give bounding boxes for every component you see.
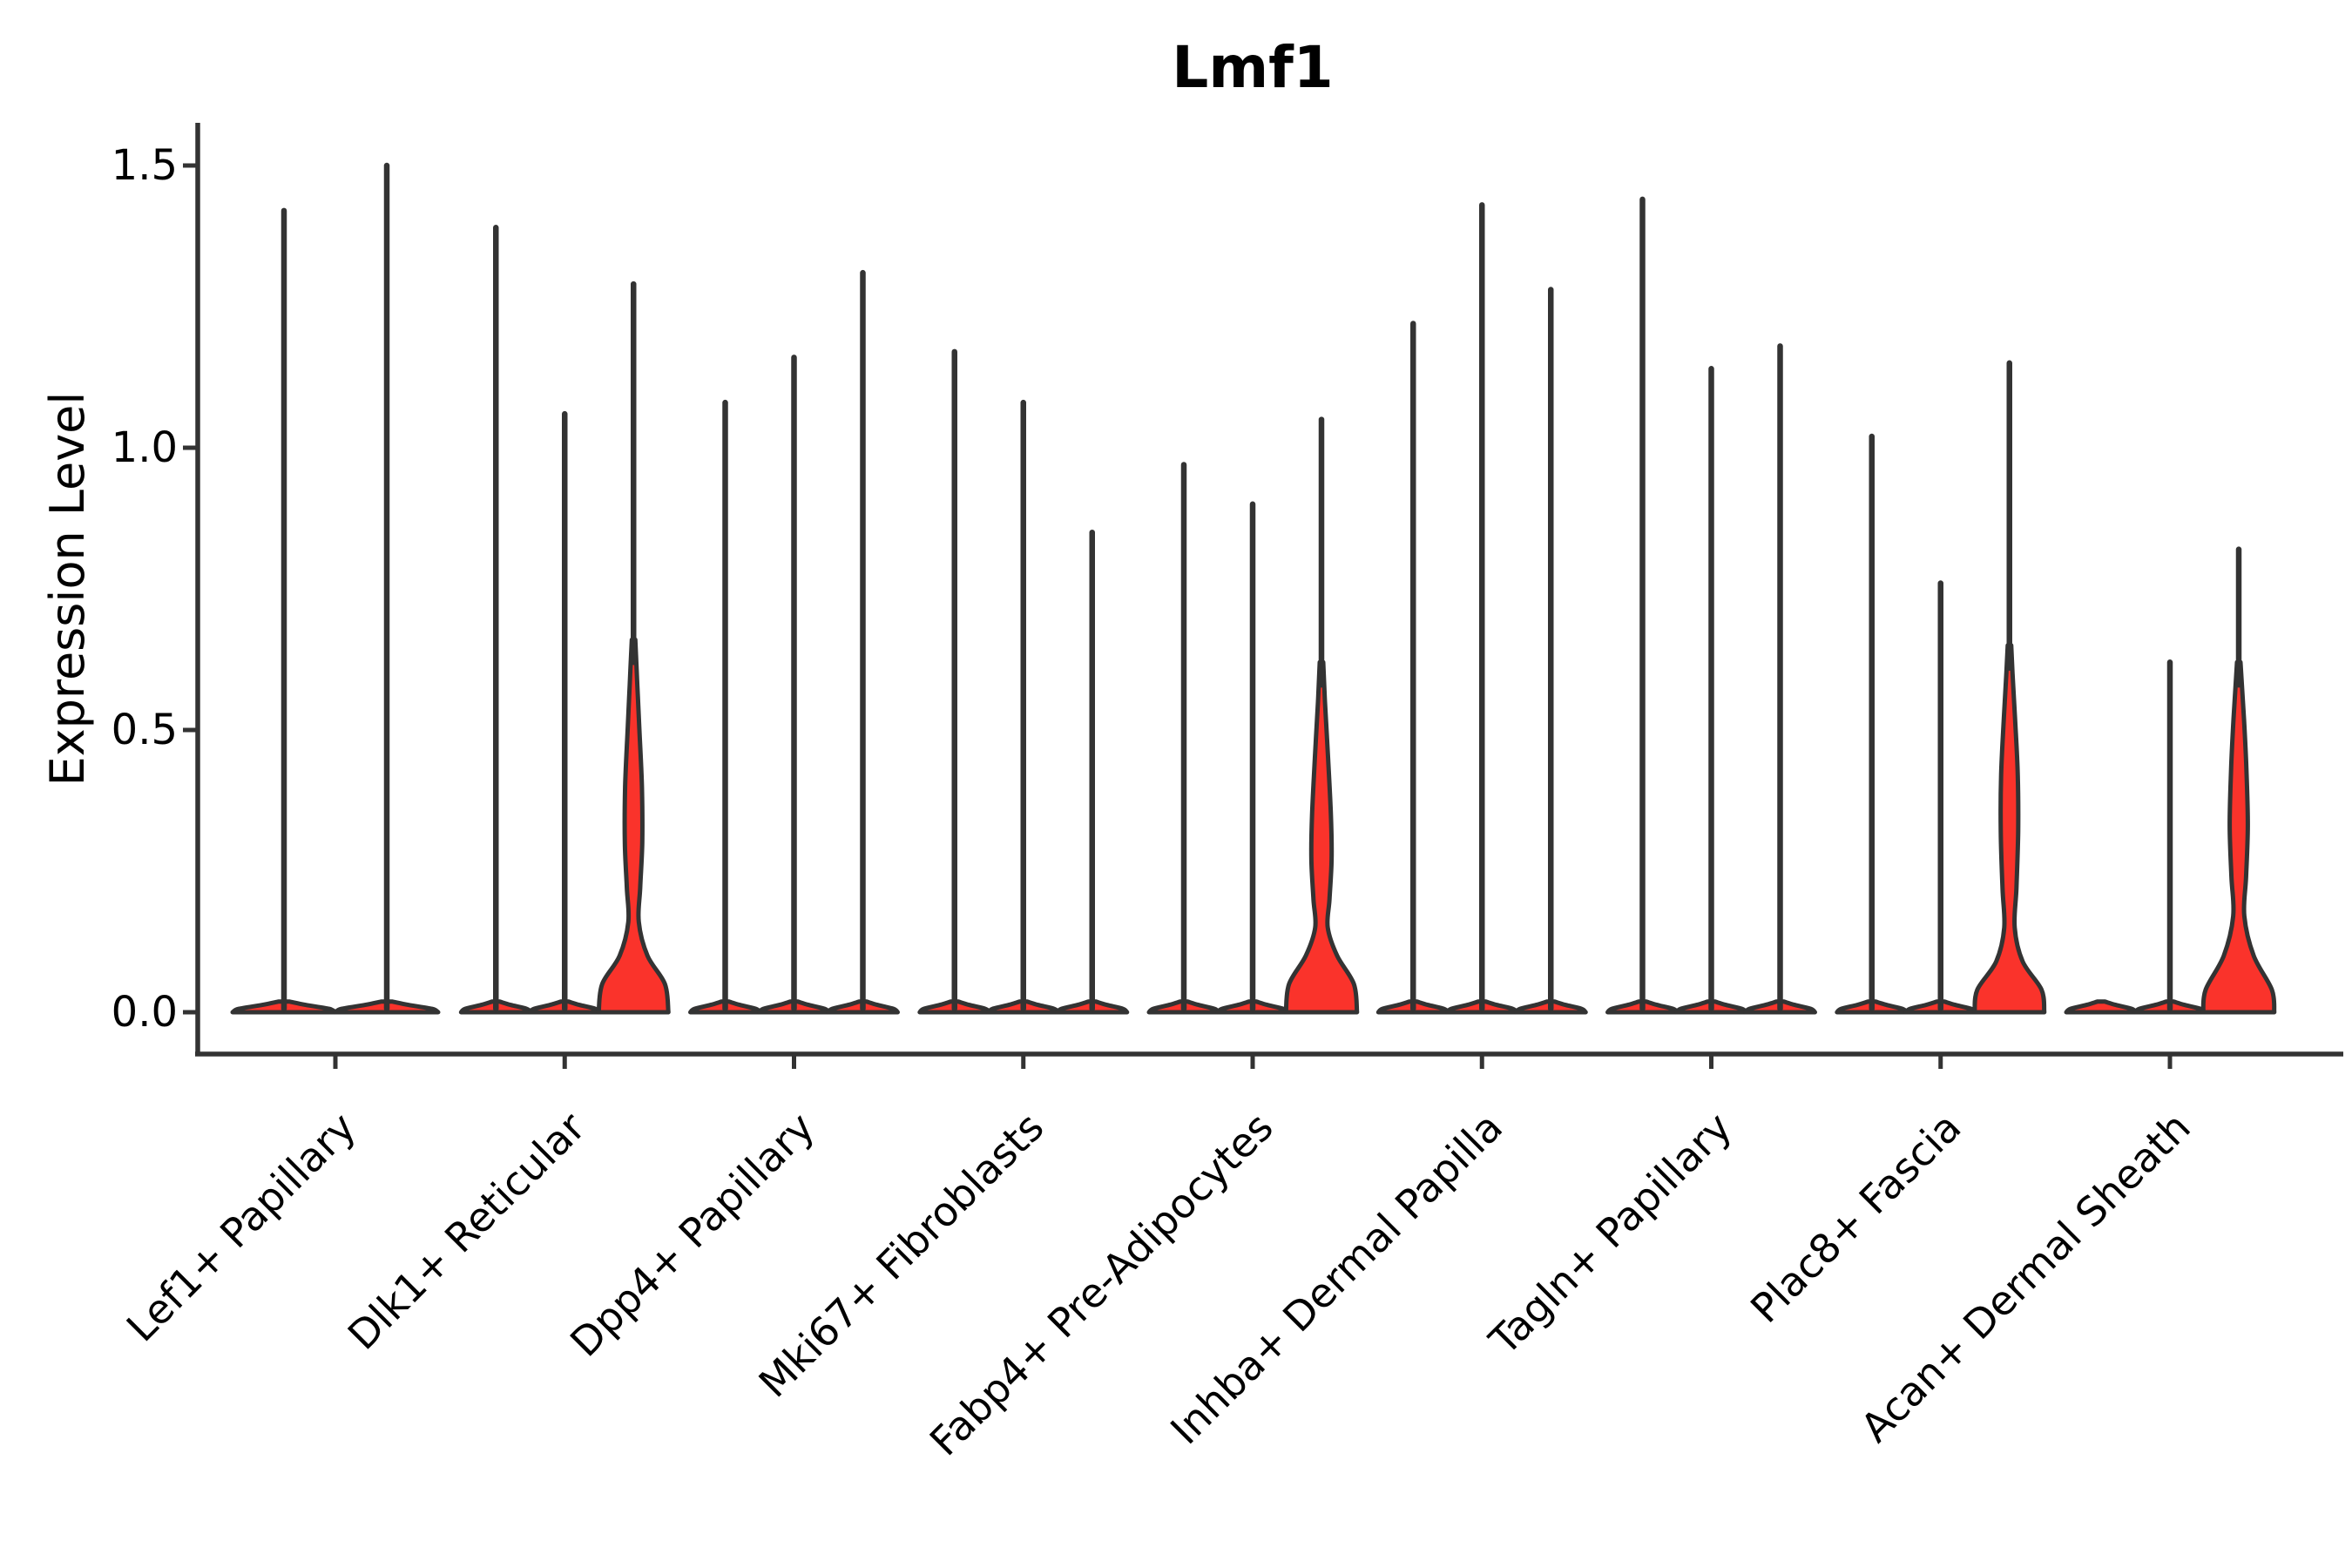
violin-group <box>458 225 671 1015</box>
violin-group <box>1146 416 1360 1015</box>
violins-layer <box>230 162 2277 1015</box>
y-axis-ticks: 0.0 0.5 1.0 1.5 <box>112 141 198 1037</box>
y-tick-label: 0.0 <box>112 988 178 1037</box>
y-axis-label: Expression Level <box>40 392 95 787</box>
violin-group <box>1605 196 1817 1015</box>
violin-group <box>688 269 900 1015</box>
violin-body-flat <box>2064 999 2139 1015</box>
y-tick-label: 0.5 <box>112 706 178 754</box>
plot-title: Lmf1 <box>1172 34 1333 101</box>
violin-group <box>230 162 441 1015</box>
violin-group <box>1835 360 2047 1015</box>
y-tick-label: 1.5 <box>112 141 178 190</box>
violin-group <box>1375 202 1588 1015</box>
violin-group <box>917 348 1130 1015</box>
y-tick-label: 1.0 <box>112 423 178 472</box>
violin-group <box>2064 546 2277 1015</box>
